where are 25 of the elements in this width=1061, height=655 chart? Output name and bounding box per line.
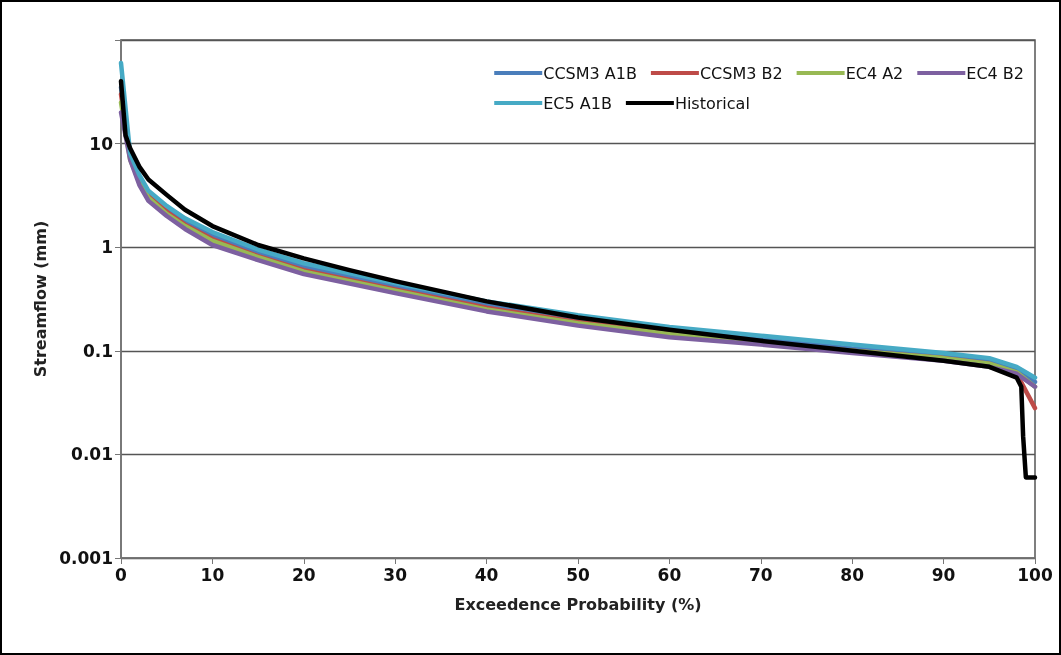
legend-label: EC4 A2 [845, 63, 904, 83]
x-tick-label: 0 [115, 564, 128, 585]
y-tick-label: 1 [101, 237, 113, 258]
y-tick-label: 0.01 [71, 444, 113, 465]
legend-label: EC5 A1B [543, 93, 612, 113]
legend-label: CCSM3 B2 [699, 63, 783, 83]
x-tick-label: 30 [383, 564, 408, 585]
y-tick-label: 0.1 [82, 340, 113, 361]
legend-label: EC4 B2 [966, 63, 1024, 83]
legend-label: CCSM3 A1B [543, 63, 637, 83]
y-tick-label: 10 [89, 133, 114, 154]
x-tick-label: 70 [748, 564, 773, 585]
y-axis-title: Streamflow (mm) [30, 220, 50, 378]
x-tick-label: 90 [931, 564, 956, 585]
x-tick-label: 100 [1017, 564, 1053, 585]
y-tick-label: 0.001 [59, 548, 113, 568]
x-tick-label: 20 [291, 564, 316, 585]
x-axis-title: Exceedence Probability (%) [454, 594, 702, 614]
x-tick-label: 60 [657, 564, 682, 585]
line-series [118, 78, 1038, 480]
x-tick-label: 50 [566, 564, 590, 585]
x-tick-label: 10 [200, 564, 225, 585]
x-tick-label: 40 [474, 564, 499, 585]
legend-label: Historical [674, 93, 750, 113]
x-tick-label: 80 [840, 564, 865, 585]
